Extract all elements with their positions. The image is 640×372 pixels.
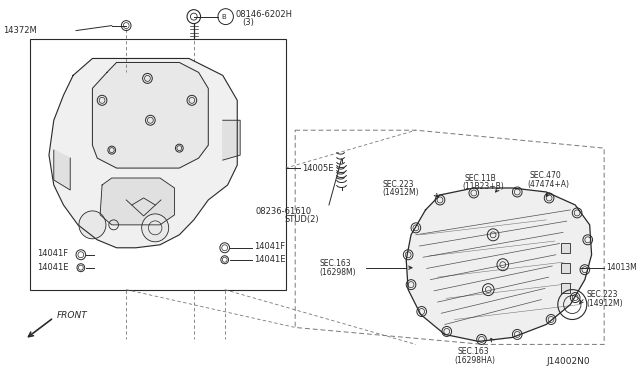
- Text: (47474+A): (47474+A): [527, 180, 569, 189]
- Polygon shape: [92, 62, 208, 168]
- Text: 08236-61610: 08236-61610: [255, 208, 312, 217]
- Text: (16298HA): (16298HA): [454, 356, 495, 365]
- Bar: [561, 263, 570, 273]
- Bar: [561, 243, 570, 253]
- Text: 14372M: 14372M: [4, 26, 37, 35]
- Text: SEC.163: SEC.163: [458, 347, 489, 356]
- Text: 14013M: 14013M: [606, 263, 637, 272]
- Text: (3): (3): [242, 18, 254, 27]
- Circle shape: [141, 214, 169, 242]
- Text: FRONT: FRONT: [57, 311, 88, 320]
- Text: 14005E: 14005E: [302, 164, 333, 173]
- Text: 14041E: 14041E: [253, 255, 285, 264]
- Text: (16298M): (16298M): [319, 268, 356, 277]
- Text: SEC.470: SEC.470: [530, 170, 561, 180]
- Text: 14041F: 14041F: [37, 249, 68, 258]
- Text: 14041E: 14041E: [37, 263, 69, 272]
- Bar: [561, 283, 570, 293]
- Text: 14041F: 14041F: [253, 242, 285, 251]
- Polygon shape: [49, 58, 237, 248]
- Text: (14912M): (14912M): [587, 299, 623, 308]
- Text: (11B23+B): (11B23+B): [462, 183, 504, 192]
- Text: (14912M): (14912M): [382, 189, 419, 198]
- Text: 08146-6202H: 08146-6202H: [236, 10, 292, 19]
- Text: SEC.223: SEC.223: [587, 290, 618, 299]
- Text: J14002N0: J14002N0: [546, 357, 590, 366]
- Circle shape: [79, 211, 106, 239]
- Text: SEC.163: SEC.163: [319, 259, 351, 268]
- Text: B: B: [221, 14, 226, 20]
- Polygon shape: [406, 188, 591, 341]
- Text: SEC.223: SEC.223: [382, 180, 413, 189]
- Polygon shape: [223, 120, 240, 160]
- Polygon shape: [54, 150, 70, 190]
- Bar: [29, 39, 285, 290]
- Text: SEC.11B: SEC.11B: [464, 173, 496, 183]
- Text: STUD(2): STUD(2): [285, 215, 319, 224]
- Polygon shape: [100, 178, 175, 225]
